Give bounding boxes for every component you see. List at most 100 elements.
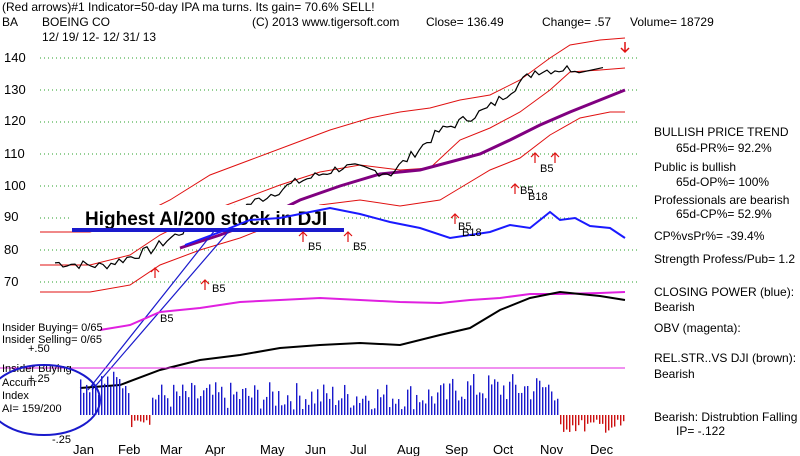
accum-bar xyxy=(173,384,175,415)
accum-bar xyxy=(197,398,199,415)
accum-bar xyxy=(230,382,232,415)
accum-bar xyxy=(524,386,526,415)
buy-arrow-icon xyxy=(150,267,160,278)
accum-bar xyxy=(413,409,415,415)
accum-bar xyxy=(134,415,136,421)
accum-bar xyxy=(227,407,229,415)
accum-bar xyxy=(149,415,151,425)
accum-bar xyxy=(251,397,253,415)
accum-bar xyxy=(110,386,112,415)
signal-label: B5 xyxy=(212,283,225,295)
minus-25-label: -.25 xyxy=(52,434,71,446)
accum-bar xyxy=(203,390,205,415)
accum-bar xyxy=(128,393,130,415)
accum-bar xyxy=(209,384,211,415)
accum-bar xyxy=(95,384,97,415)
date-range: 12/ 19/ 12- 12/ 31/ 13 xyxy=(42,30,156,44)
accum-bar xyxy=(158,394,160,415)
accum-bar xyxy=(260,408,262,415)
obv-label: OBV (magenta): xyxy=(654,321,741,335)
pr-value: 65d-PR%= 92.2% xyxy=(676,141,772,155)
accum-bar xyxy=(305,399,307,415)
accum-bar xyxy=(215,382,217,415)
accum-bar xyxy=(200,396,202,415)
price-axis: 140 130 120 110 100 90 80 70 xyxy=(4,50,26,289)
month-label: Dec xyxy=(590,442,614,456)
accum-bar xyxy=(338,400,340,415)
accum-bar xyxy=(599,415,601,424)
accum-bar xyxy=(458,400,460,415)
accum-bar xyxy=(152,397,154,415)
buy-arrow-icon xyxy=(530,152,540,163)
accum-bar xyxy=(587,415,589,424)
accum-bar xyxy=(170,406,172,415)
accum-bar xyxy=(500,394,502,415)
accum-bar xyxy=(293,409,295,415)
closing-power-label: CLOSING POWER (blue): xyxy=(654,285,794,299)
accum-bar xyxy=(584,415,586,432)
accum-bar xyxy=(461,396,463,415)
accum-bar xyxy=(140,415,142,422)
accum-bar xyxy=(242,388,244,415)
buy-arrow-icon xyxy=(550,152,560,163)
accum-bar xyxy=(272,391,274,415)
volume-value: Volume= 18729 xyxy=(630,15,714,29)
accum-bar xyxy=(515,384,517,415)
accum-bar xyxy=(437,392,439,415)
plus-25-label: +.25 xyxy=(28,373,50,385)
signal-labels: B5 B5 B5 B5 B5 B5 B18 B5 B18 xyxy=(160,163,553,325)
accum-bar xyxy=(326,393,328,415)
index-label: Index xyxy=(2,390,29,402)
price-tick-80: 80 xyxy=(4,242,18,257)
accum-bar xyxy=(155,399,157,415)
price-tick-90: 90 xyxy=(4,209,18,224)
accum-bar xyxy=(497,381,499,415)
accum-bar xyxy=(236,391,238,415)
accum-bar xyxy=(530,399,532,415)
accum-bar xyxy=(281,405,283,415)
accum-bar xyxy=(503,385,505,415)
accum-bar xyxy=(122,388,124,415)
op-value: 65d-OP%= 100% xyxy=(676,175,769,189)
accum-bar xyxy=(86,384,88,415)
accum-bar xyxy=(596,415,598,420)
accum-bar xyxy=(185,391,187,415)
accum-bar xyxy=(446,399,448,415)
buy-arrow-icon xyxy=(298,231,308,242)
accum-bar xyxy=(350,407,352,415)
month-label: Mar xyxy=(160,442,183,456)
accum-bar xyxy=(407,389,409,415)
month-label: Oct xyxy=(493,442,514,456)
accum-bar xyxy=(416,394,418,415)
accum-bar xyxy=(431,396,433,415)
buy-arrow-icon xyxy=(450,213,460,224)
accum-bar xyxy=(314,403,316,415)
signal-label: B18 xyxy=(462,227,482,239)
price-tick-110: 110 xyxy=(4,146,25,161)
trend-title: BULLISH PRICE TREND xyxy=(654,125,789,139)
distribution-status: Bearish: Distrubtion Falling xyxy=(654,410,797,424)
accum-bar xyxy=(284,404,286,415)
signal-label: B18 xyxy=(528,191,548,203)
accum-bar xyxy=(452,378,454,415)
price-tick-140: 140 xyxy=(4,50,26,65)
accum-bar xyxy=(269,382,271,415)
accum-bar xyxy=(296,383,298,415)
ai-score-label: AI= 159/200 xyxy=(2,403,62,415)
price-tick-70: 70 xyxy=(4,274,18,289)
accum-bar xyxy=(116,377,118,415)
accum-bar xyxy=(428,389,430,415)
accum-bar xyxy=(125,386,127,415)
ip-value: IP= -.122 xyxy=(676,424,725,438)
accum-bar xyxy=(590,415,592,423)
accum-bar xyxy=(374,408,376,415)
sell-arrow-icon xyxy=(620,42,630,54)
accum-bar xyxy=(263,399,265,415)
accum-bar xyxy=(563,415,565,432)
accum-bar xyxy=(422,400,424,415)
accum-bar xyxy=(611,415,613,428)
accum-bar xyxy=(548,384,550,415)
accum-bar xyxy=(221,386,223,415)
accum-bar xyxy=(536,378,538,415)
